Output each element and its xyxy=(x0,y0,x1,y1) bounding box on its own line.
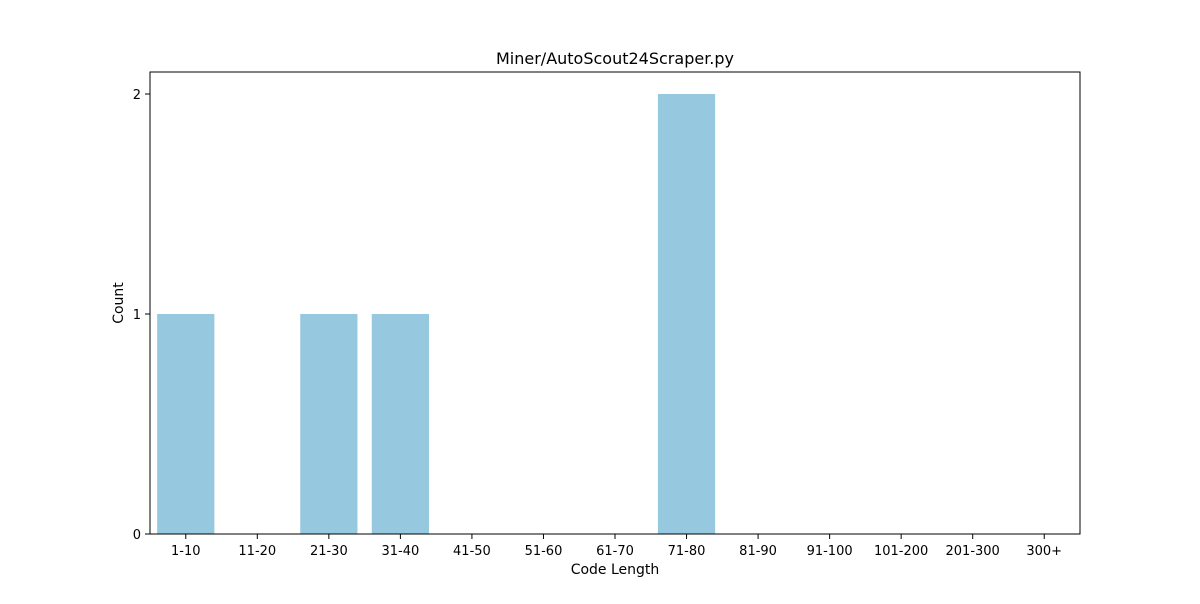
x-tick-label: 201-300 xyxy=(946,544,1000,559)
bar-31-40 xyxy=(371,314,429,534)
x-tick-label: 101-200 xyxy=(874,544,928,559)
bar-21-30 xyxy=(300,314,358,534)
x-axis-label: Code Length xyxy=(571,562,660,578)
bars-group xyxy=(157,94,716,534)
chart-title: Miner/AutoScout24Scraper.py xyxy=(496,49,734,68)
y-ticks-group: 0 1 2 xyxy=(133,88,150,543)
x-tick-label: 11-20 xyxy=(238,544,276,559)
y-tick-label: 1 xyxy=(133,308,141,323)
x-tick-label: 41-50 xyxy=(453,544,491,559)
x-tick-label: 300+ xyxy=(1026,544,1062,559)
x-tick-label: 71-80 xyxy=(668,544,706,559)
y-axis-label: Count xyxy=(111,282,127,324)
x-tick-label: 81-90 xyxy=(739,544,777,559)
y-tick-label: 2 xyxy=(133,88,141,103)
bar-1-10 xyxy=(157,314,215,534)
x-tick-label: 51-60 xyxy=(525,544,563,559)
x-tick-label: 91-100 xyxy=(807,544,853,559)
x-tick-label: 31-40 xyxy=(381,544,419,559)
x-ticks-group: 1-10 11-20 21-30 31-40 41-50 51-60 61-70 71-80 8… xyxy=(171,534,1062,559)
x-tick-label: 21-30 xyxy=(310,544,348,559)
y-tick-label: 0 xyxy=(133,528,141,543)
bar-71-80 xyxy=(657,94,716,534)
x-tick-label: 61-70 xyxy=(596,544,634,559)
plot-frame xyxy=(149,71,1081,535)
x-tick-label: 1-10 xyxy=(171,544,201,559)
